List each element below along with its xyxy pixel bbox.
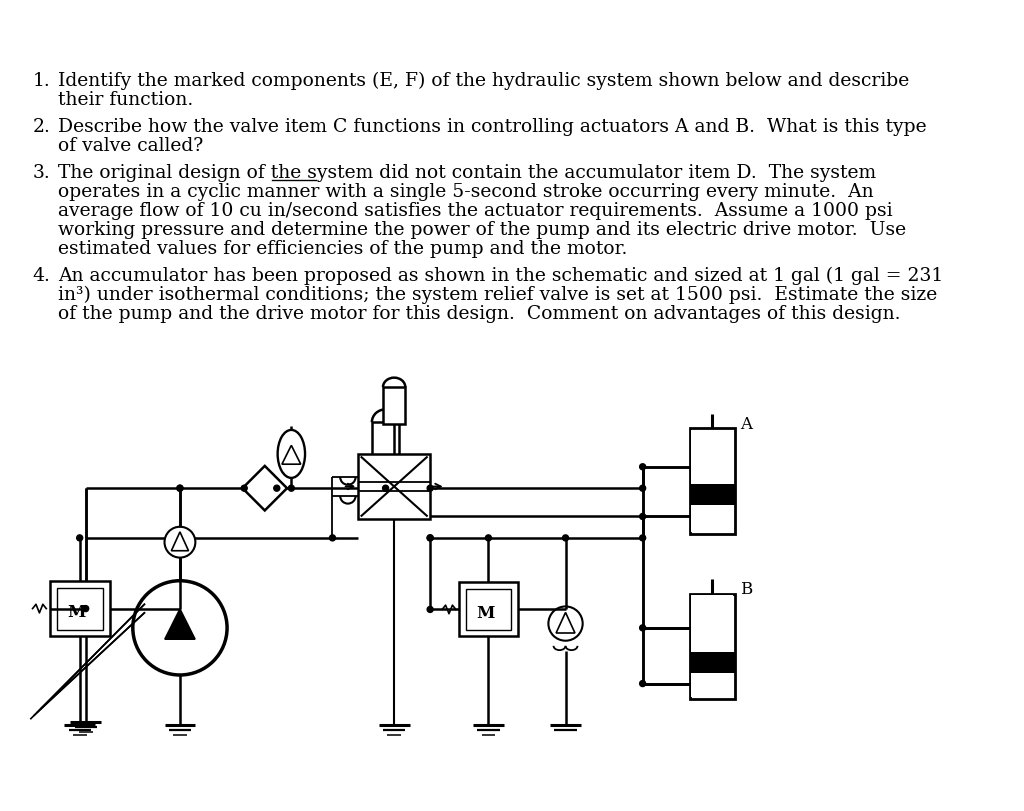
Circle shape	[427, 535, 433, 541]
Polygon shape	[171, 532, 188, 551]
Text: M: M	[476, 605, 495, 622]
Bar	[690, 428, 735, 534]
Ellipse shape	[278, 430, 305, 478]
Text: 2.: 2.	[33, 118, 50, 136]
Circle shape	[177, 485, 183, 491]
Bar	[466, 590, 511, 629]
Circle shape	[330, 535, 336, 541]
Bar	[690, 484, 735, 505]
Text: 4.: 4.	[33, 267, 50, 285]
Text: B: B	[740, 581, 753, 598]
Text: estimated values for efficiencies of the pump and the motor.: estimated values for efficiencies of the…	[58, 240, 628, 258]
Text: in³) under isothermal conditions; the system relief valve is set at 1500 psi.  E: in³) under isothermal conditions; the sy…	[58, 286, 938, 304]
Polygon shape	[282, 445, 301, 464]
Text: M: M	[68, 604, 85, 621]
Circle shape	[640, 680, 646, 687]
Circle shape	[165, 527, 196, 558]
Circle shape	[640, 535, 646, 541]
Text: average flow of 10 cu in/second satisfies the actuator requirements.  Assume a 1: average flow of 10 cu in/second satisfie…	[58, 202, 893, 220]
Circle shape	[640, 464, 646, 470]
Text: operates in a cyclic manner with a single 5-second stroke occurring every minute: operates in a cyclic manner with a singl…	[58, 183, 873, 201]
Circle shape	[427, 485, 433, 491]
Text: 3.: 3.	[33, 165, 50, 182]
Bar	[383, 387, 406, 424]
Bar	[372, 423, 399, 457]
Text: working pressure and determine the power of the pump and its electric drive moto: working pressure and determine the power…	[58, 221, 906, 239]
Bar	[358, 454, 430, 519]
Circle shape	[562, 535, 568, 541]
Polygon shape	[556, 612, 574, 633]
Circle shape	[177, 485, 183, 491]
Circle shape	[383, 485, 388, 491]
Bar	[460, 582, 517, 637]
Bar	[691, 505, 733, 532]
Circle shape	[427, 535, 433, 541]
Text: The original design of the system did not contain the accumulator item D.  The s: The original design of the system did no…	[58, 165, 877, 182]
Text: An accumulator has been proposed as shown in the schematic and sized at 1 gal (1: An accumulator has been proposed as show…	[58, 267, 943, 285]
Circle shape	[77, 535, 83, 541]
Text: of the pump and the drive motor for this design.  Comment on advantages of this : of the pump and the drive motor for this…	[58, 305, 901, 323]
Text: their function.: their function.	[58, 91, 194, 109]
Bar	[690, 594, 735, 699]
Bar	[691, 430, 733, 484]
Bar	[56, 588, 102, 629]
Circle shape	[640, 624, 646, 631]
Polygon shape	[243, 466, 287, 510]
Text: Identify the marked components (E, F) of the hydraulic system shown below and de: Identify the marked components (E, F) of…	[58, 71, 909, 90]
Circle shape	[133, 581, 227, 675]
Circle shape	[549, 607, 583, 641]
Text: A: A	[740, 416, 753, 433]
Circle shape	[427, 607, 433, 612]
Bar	[691, 673, 733, 697]
Circle shape	[289, 485, 294, 491]
Circle shape	[640, 513, 646, 520]
Bar	[50, 581, 110, 637]
Circle shape	[273, 485, 280, 491]
Text: 1.: 1.	[33, 71, 50, 90]
Text: Describe how the valve item C functions in controlling actuators A and B.  What : Describe how the valve item C functions …	[58, 118, 927, 136]
Circle shape	[485, 535, 492, 541]
Text: of valve called?: of valve called?	[58, 137, 204, 155]
Polygon shape	[165, 609, 195, 639]
Circle shape	[242, 485, 247, 491]
Circle shape	[640, 485, 646, 491]
Bar	[690, 652, 735, 673]
Circle shape	[83, 606, 89, 611]
Bar	[691, 595, 733, 652]
